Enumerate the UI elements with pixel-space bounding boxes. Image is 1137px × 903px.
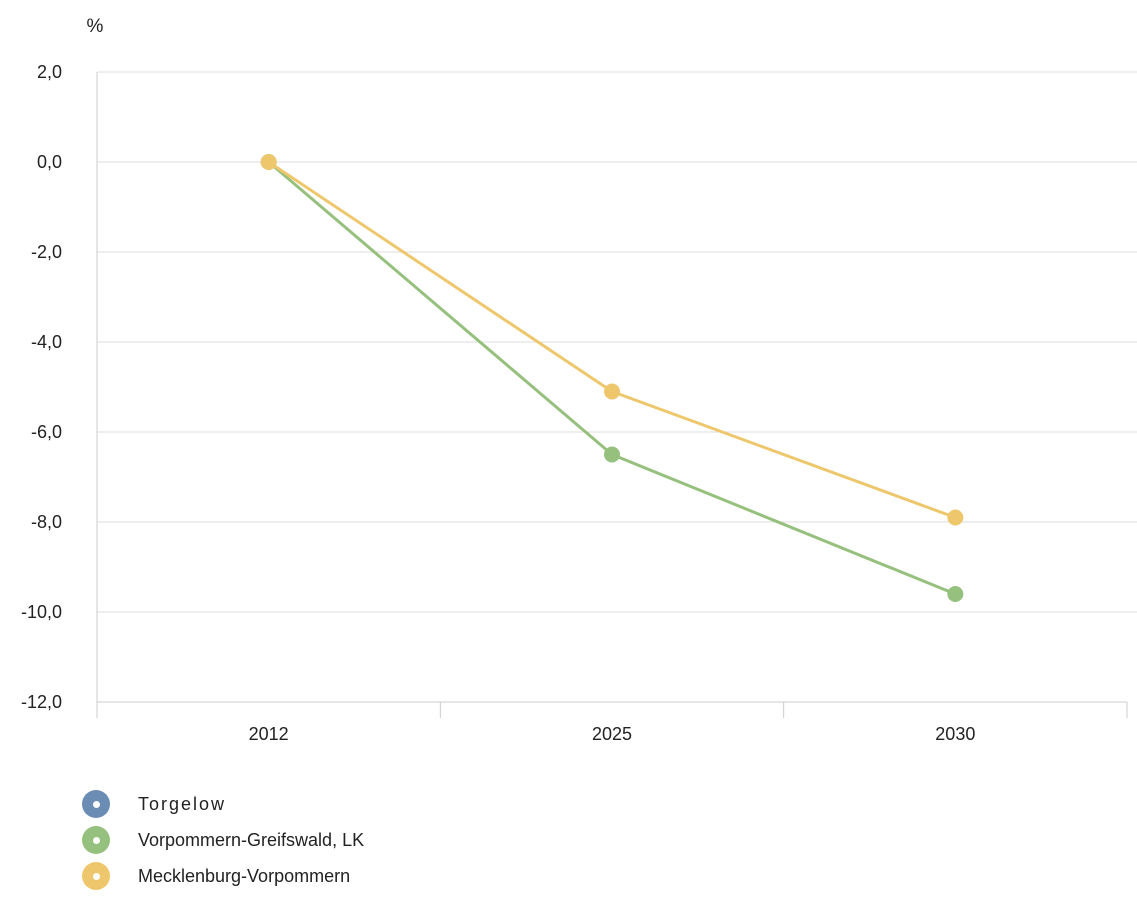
axes: [96, 72, 1128, 718]
legend-marker-vorpommern-greifswald: [82, 826, 110, 854]
data-point: [604, 383, 620, 400]
legend-item-torgelow[interactable]: Torgelow: [82, 786, 364, 822]
legend-marker-torgelow: [82, 790, 110, 818]
y-tick-label: -6,0: [31, 422, 62, 442]
x-tick-labels: 2012 2025 2030: [249, 724, 976, 744]
series-line: [267, 160, 957, 519]
y-tick-label: -4,0: [31, 332, 62, 352]
legend-marker-mecklenburg-vorpommern: [82, 862, 110, 890]
series: [260, 154, 964, 602]
legend-label-torgelow: Torgelow: [138, 793, 227, 814]
y-tick-label: 2,0: [37, 62, 62, 82]
y-tick-label: -2,0: [31, 242, 62, 262]
legend-label-mecklenburg-vorpommern: Mecklenburg-Vorpommern: [138, 865, 351, 886]
data-point: [947, 509, 964, 526]
y-tick-label: -8,0: [31, 512, 62, 532]
gridlines: [97, 71, 1137, 613]
y-tick-label: 0,0: [37, 152, 62, 172]
legend: Torgelow Vorpommern-Greifswald, LK Meckl…: [82, 786, 364, 894]
x-tick-label: 2025: [592, 724, 632, 744]
data-point: [604, 446, 620, 463]
y-tick-labels: 2,0 0,0 -2,0 -4,0 -6,0 -8,0 -10,0 -12,0: [21, 62, 62, 712]
data-point: [947, 586, 964, 602]
data-point: [260, 154, 277, 170]
x-tick-label: 2012: [249, 724, 289, 744]
y-tick-label: -10,0: [21, 602, 62, 622]
legend-item-mecklenburg-vorpommern[interactable]: Mecklenburg-Vorpommern: [82, 858, 364, 894]
y-tick-label: -12,0: [21, 692, 62, 712]
legend-item-vorpommern-greifswald[interactable]: Vorpommern-Greifswald, LK: [82, 822, 364, 858]
series-line: [267, 160, 957, 596]
legend-label-vorpommern-greifswald: Vorpommern-Greifswald, LK: [138, 829, 365, 850]
y-axis-unit-label: %: [87, 16, 104, 37]
x-tick-label: 2030: [935, 724, 975, 744]
